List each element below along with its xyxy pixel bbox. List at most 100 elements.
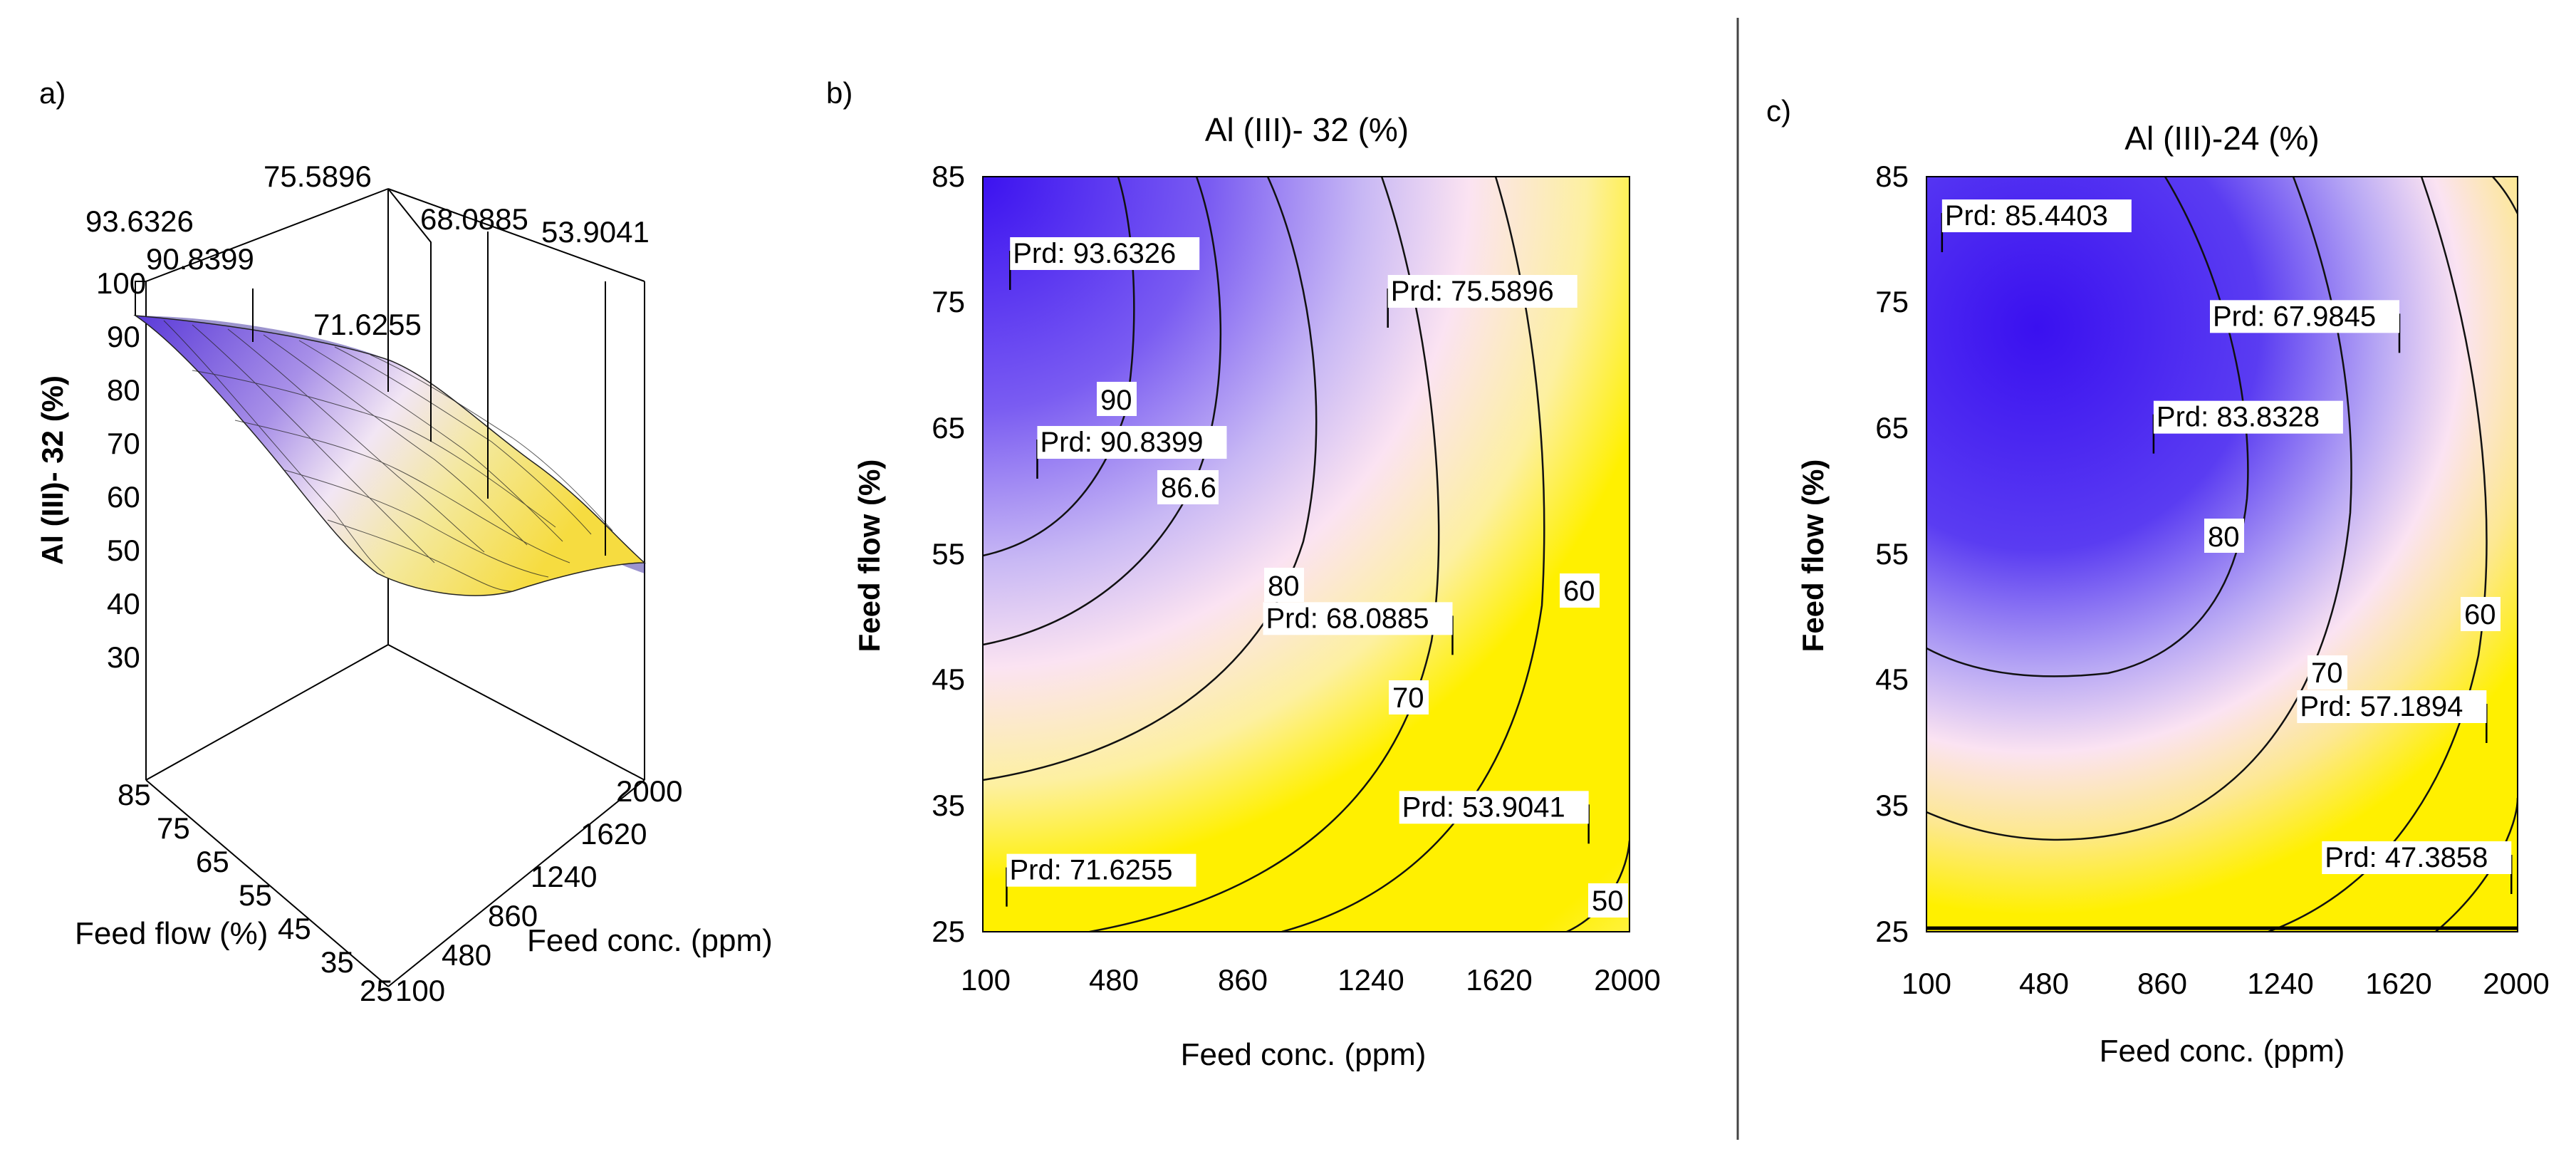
- y-tick: 75: [932, 285, 965, 318]
- x-tick: 860: [1218, 963, 1268, 997]
- y-tick: 45: [1875, 662, 1909, 696]
- x-axis-title: Feed conc. (ppm): [527, 923, 773, 958]
- z-axis-title: Al (III)- 32 (%): [36, 375, 69, 565]
- y-tick: 85: [118, 778, 151, 811]
- contour-level-label: 80: [2208, 521, 2240, 553]
- x-tick: 1240: [1337, 963, 1404, 997]
- prediction-label: Prd: 47.3858: [2325, 842, 2488, 873]
- y-axis-ticks: 85 75 65 55 45 35 25: [1875, 160, 1909, 948]
- x-tick: 1240: [2247, 967, 2313, 1000]
- prediction-label-bg: [2210, 300, 2399, 333]
- prediction-label-bg: [1037, 426, 1227, 459]
- prediction-label-bg: [2153, 400, 2343, 434]
- plot-frame: [1926, 176, 2518, 932]
- z-tick: 60: [107, 480, 140, 514]
- prediction-label: Prd: 57.1894: [2300, 691, 2463, 722]
- surface-point-label: 68.0885: [420, 202, 528, 236]
- y-axis-ticks: 85 75 65 55 45 35 25: [932, 160, 965, 948]
- x-axis-title: Feed conc. (ppm): [1181, 1037, 1427, 1072]
- contour-level-label: 70: [2311, 658, 2343, 689]
- prediction-label: Prd: 68.0885: [1266, 603, 1429, 634]
- x-tick: 860: [2137, 967, 2187, 1000]
- x-tick: 100: [1902, 967, 1951, 1000]
- y-tick: 75: [1875, 285, 1909, 318]
- x-axis-ticks: 100 480 860 1240 1620 2000: [1902, 967, 2550, 1000]
- panel-c-title: Al (III)-24 (%): [2124, 120, 2319, 157]
- prediction-label: Prd: 67.9845: [2213, 301, 2376, 332]
- surface-point-label: 75.5896: [264, 160, 372, 193]
- y-axis-title: Feed flow (%): [1796, 459, 1830, 653]
- panel-b: b) Al (III)- 32 (%) 90 86.6 80 70 60 50: [826, 76, 1661, 1072]
- prediction-label: Prd: 85.4403: [1945, 200, 2108, 232]
- y-tick: 35: [1875, 789, 1909, 822]
- y-tick: 45: [278, 912, 311, 945]
- x-tick: 480: [442, 938, 491, 972]
- contour-level-label: 80: [1268, 571, 1300, 602]
- y-tick: 75: [157, 811, 190, 845]
- panel-b-title: Al (III)- 32 (%): [1205, 111, 1409, 148]
- panel-a-label: a): [39, 76, 66, 110]
- y-tick: 35: [320, 945, 354, 979]
- y-tick: 45: [932, 662, 965, 696]
- prediction-label: Prd: 71.6255: [1009, 855, 1172, 886]
- prediction-label-bg: [2322, 841, 2512, 874]
- panel-c-label: c): [1766, 94, 1791, 128]
- contour-level-label: 90: [1100, 385, 1132, 416]
- contour-level-label: 60: [1563, 576, 1595, 607]
- x-tick: 100: [395, 974, 445, 1007]
- y-tick: 65: [1875, 411, 1909, 445]
- surface-value-labels: 93.6326 90.8399 71.6255 75.5896 68.0885 …: [85, 160, 650, 341]
- prediction-label-bg: [1941, 199, 2132, 232]
- prediction-labels: Prd: 93.6326 Prd: 90.8399 Prd: 75.5896 Prd:…: [1006, 237, 1590, 907]
- y-axis-title: Feed flow (%): [852, 459, 886, 653]
- contour-level-labels: 80 70 60: [2204, 519, 2501, 690]
- z-tick: 70: [107, 427, 140, 460]
- surface-drop-lines: [135, 188, 606, 556]
- x-tick: 480: [2019, 967, 2069, 1000]
- y-tick: 55: [239, 878, 272, 912]
- x-axis-ticks: 100 480 860 1240 1620 2000: [961, 963, 1661, 997]
- response-surface: [133, 315, 647, 596]
- surface-point-label: 90.8399: [146, 242, 254, 276]
- y-tick: 65: [932, 411, 965, 445]
- contour-level-label: 86.6: [1161, 472, 1216, 504]
- contour-level-label: 70: [1392, 682, 1424, 714]
- z-tick: 80: [107, 373, 140, 407]
- surface-point-label: 71.6255: [313, 308, 422, 341]
- x-axis-ticks: 100 480 860 1240 1620 2000: [395, 774, 682, 1007]
- prediction-label: Prd: 53.9041: [1402, 791, 1565, 823]
- surface-point-label: 53.9041: [541, 215, 650, 249]
- y-tick: 25: [1875, 915, 1909, 948]
- x-tick: 1620: [2365, 967, 2431, 1000]
- y-tick: 35: [932, 789, 965, 822]
- panel-a: a): [36, 76, 773, 1007]
- surface-point-label: 93.6326: [85, 204, 194, 238]
- prediction-label-bg: [1006, 853, 1196, 887]
- x-axis-title: Feed conc. (ppm): [2100, 1034, 2345, 1069]
- prediction-label-bg: [1399, 791, 1589, 824]
- y-tick: 55: [1875, 537, 1909, 571]
- x-tick: 1620: [580, 817, 647, 851]
- prediction-labels: Prd: 85.4403 Prd: 83.8328 Prd: 67.9845 Prd:…: [1941, 199, 2513, 894]
- y-tick: 25: [360, 974, 393, 1007]
- z-tick: 100: [96, 266, 146, 300]
- panel-b-label: b): [826, 76, 852, 110]
- contour-fill: [1926, 177, 2518, 932]
- y-tick: 85: [1875, 160, 1909, 193]
- x-tick: 2000: [616, 774, 682, 808]
- y-axis-title: Feed flow (%): [75, 916, 268, 951]
- z-tick: 90: [107, 320, 140, 353]
- prediction-label-bg: [1387, 275, 1578, 308]
- x-tick: 860: [488, 899, 538, 932]
- x-tick: 100: [961, 963, 1011, 997]
- y-tick: 85: [932, 160, 965, 193]
- prediction-label-bg: [1010, 237, 1200, 270]
- contour-level-labels: 90 86.6 80 70 60 50: [1097, 382, 1628, 918]
- prediction-label: Prd: 75.5896: [1391, 276, 1554, 307]
- z-tick: 40: [107, 587, 140, 620]
- y-tick: 55: [932, 537, 965, 571]
- prediction-label-bg: [1263, 602, 1453, 635]
- z-tick: 50: [107, 534, 140, 567]
- prediction-label: Prd: 90.8399: [1040, 427, 1203, 458]
